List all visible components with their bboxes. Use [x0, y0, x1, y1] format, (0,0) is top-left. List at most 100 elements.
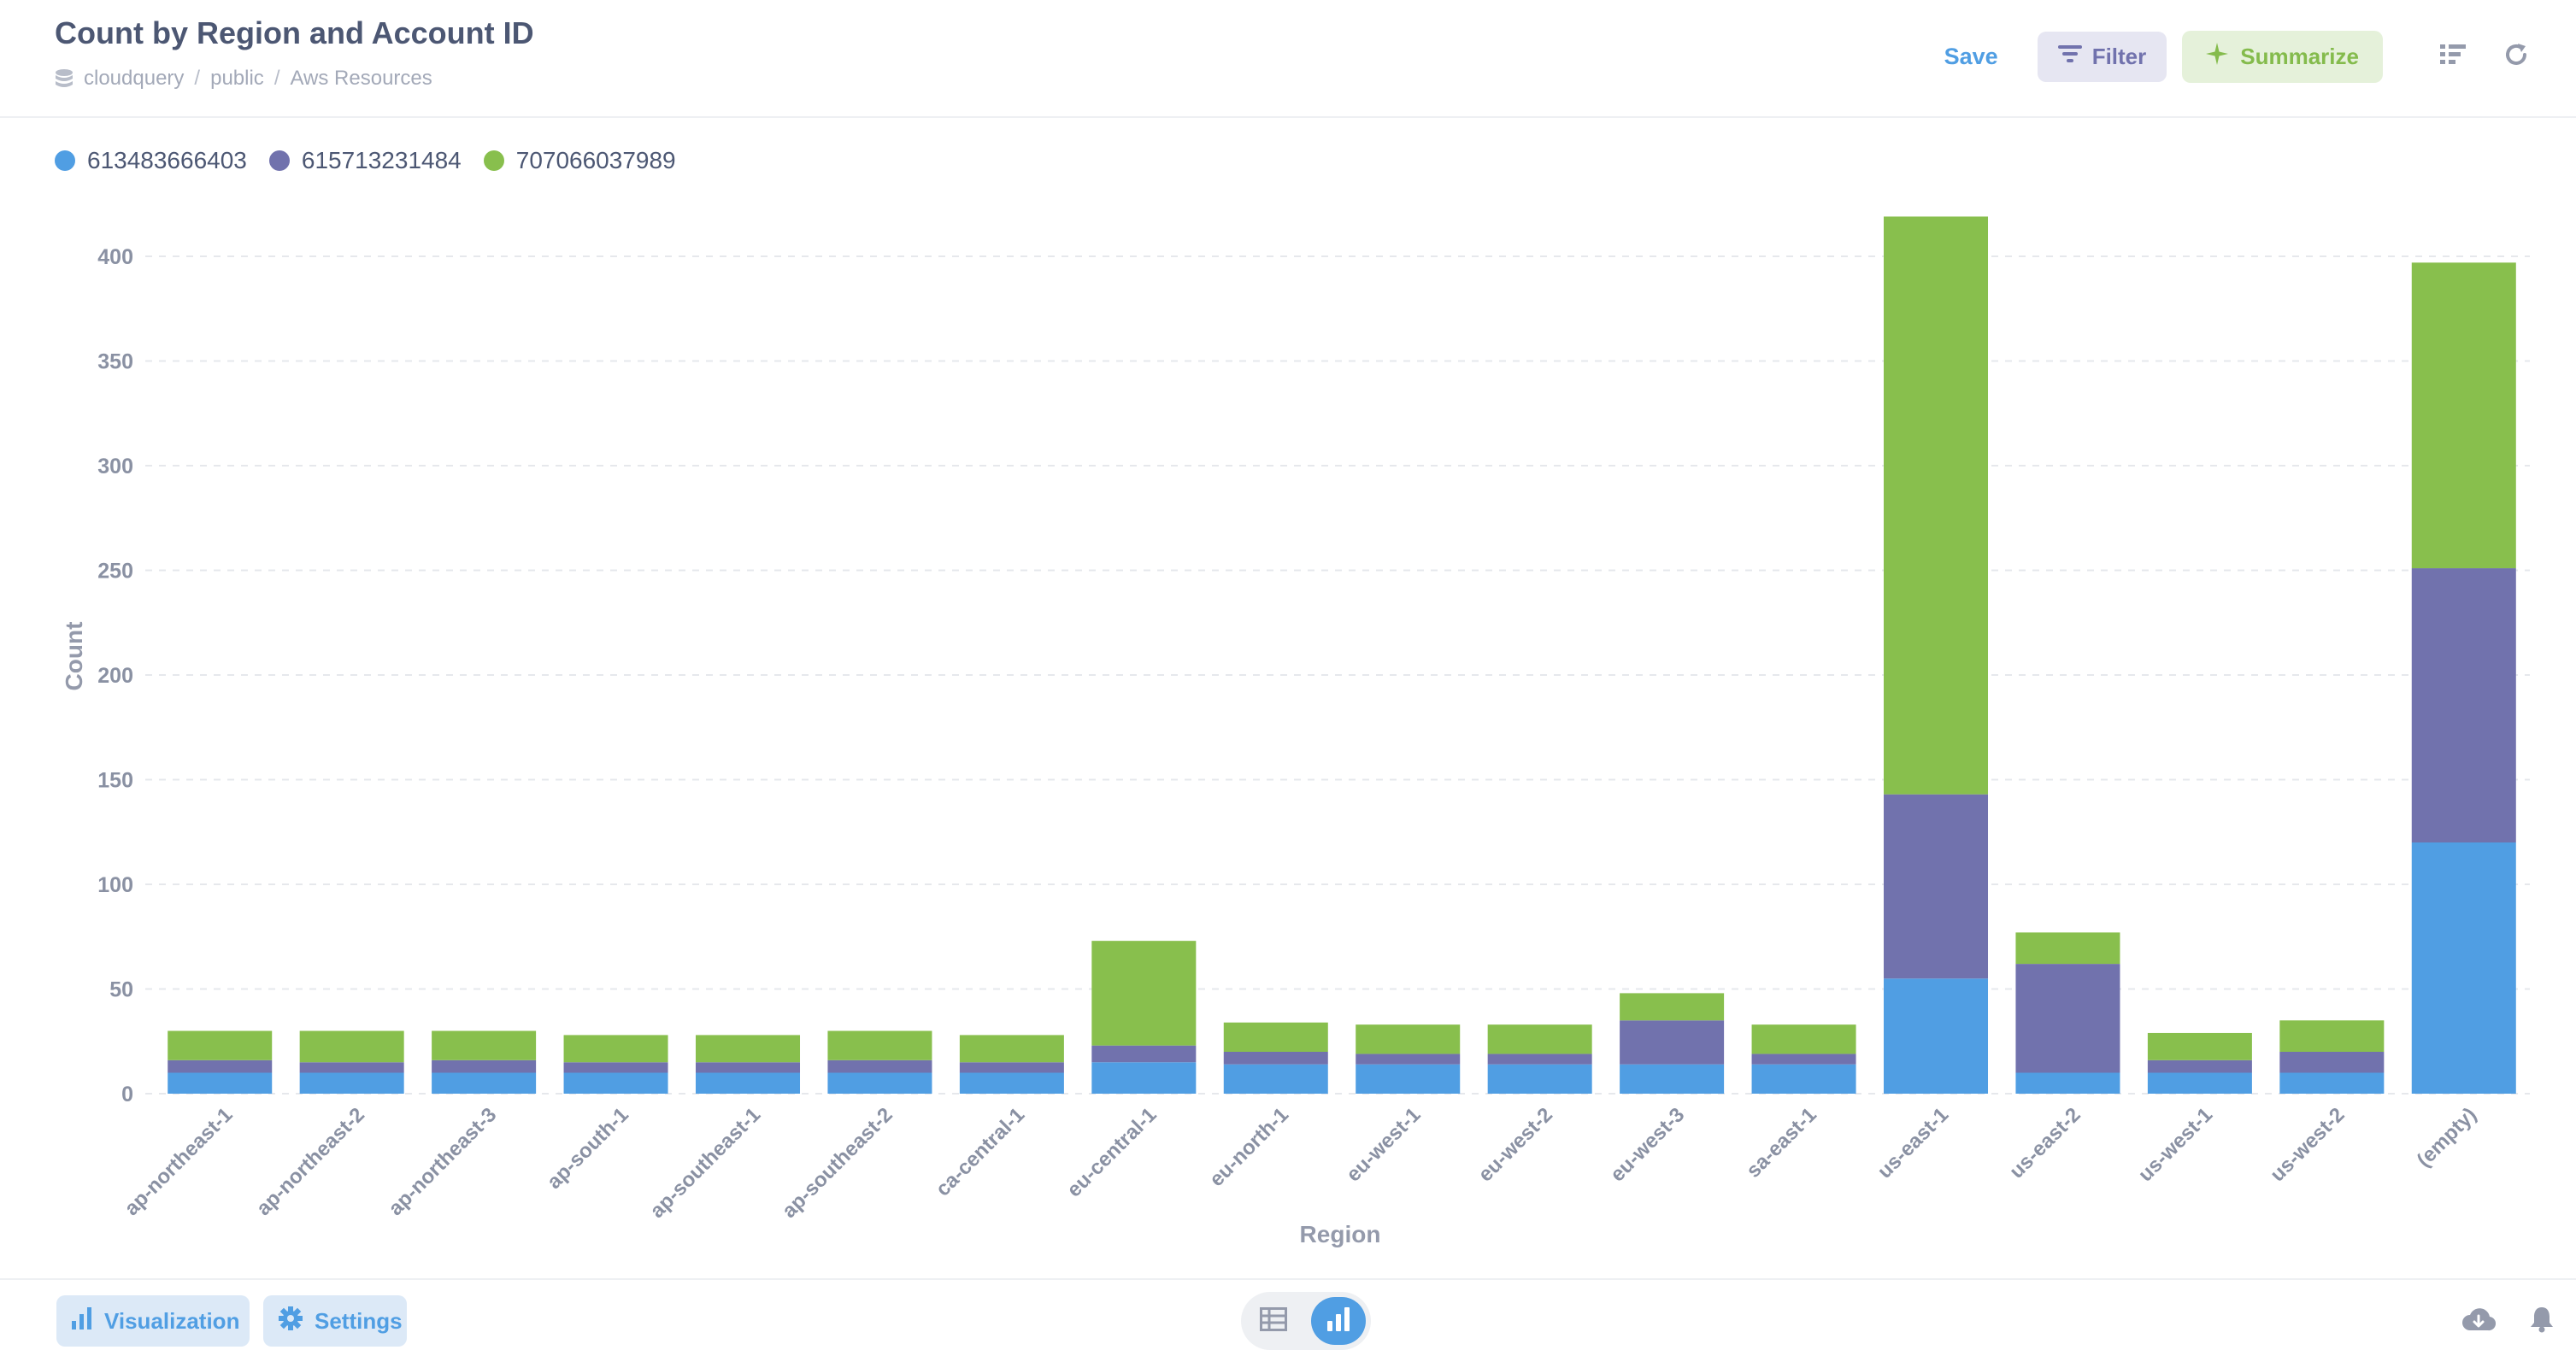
visualization-label: Visualization: [104, 1307, 240, 1334]
bar-segment[interactable]: [432, 1030, 537, 1060]
bar-segment[interactable]: [2147, 1059, 2252, 1073]
bar-segment[interactable]: [1091, 1062, 1197, 1094]
bar-segment[interactable]: [299, 1062, 404, 1073]
table-view-toggle[interactable]: [1246, 1297, 1301, 1345]
legend-dot: [483, 150, 504, 171]
bar-segment[interactable]: [1223, 1022, 1328, 1052]
x-axis-title: Region: [1300, 1221, 1381, 1247]
summarize-button[interactable]: Summarize: [2182, 31, 2383, 83]
bar-segment[interactable]: [2411, 842, 2516, 1094]
bar-segment[interactable]: [1356, 1054, 1461, 1065]
chart-view-toggle[interactable]: [1311, 1297, 1366, 1345]
bar-segment[interactable]: [2015, 932, 2120, 965]
bar-segment[interactable]: [959, 1062, 1064, 1073]
bar-segment[interactable]: [1487, 1054, 1592, 1065]
bar-segment[interactable]: [563, 1035, 668, 1063]
table-icon: [1260, 1306, 1287, 1335]
bar-segment[interactable]: [1487, 1024, 1592, 1054]
bar-segment[interactable]: [1223, 1064, 1328, 1094]
cloud-download-icon: [2461, 1308, 2497, 1335]
bar-segment[interactable]: [827, 1030, 932, 1060]
bar-segment[interactable]: [695, 1072, 801, 1095]
y-tick-label: 150: [97, 769, 133, 793]
bar-segment[interactable]: [1620, 993, 1725, 1021]
bar-segment[interactable]: [1223, 1052, 1328, 1065]
bar-segment[interactable]: [2279, 1020, 2385, 1052]
x-tick-label: eu-west-1: [1342, 1103, 1425, 1186]
legend-item[interactable]: 707066037989: [483, 147, 676, 174]
visualization-button[interactable]: Visualization: [56, 1295, 250, 1347]
bar-segment[interactable]: [432, 1059, 537, 1073]
bar-segment[interactable]: [563, 1062, 668, 1073]
bar-segment[interactable]: [695, 1062, 801, 1073]
notebook-editor-button[interactable]: [2434, 38, 2472, 76]
download-button[interactable]: [2461, 1306, 2497, 1336]
legend-label: 613483666403: [87, 147, 247, 173]
bar-segment[interactable]: [2147, 1072, 2252, 1095]
view-toggle: [1241, 1292, 1371, 1350]
bar-segment[interactable]: [2015, 964, 2120, 1073]
bar-segment[interactable]: [959, 1035, 1064, 1063]
bar-segment[interactable]: [2147, 1032, 2252, 1060]
breadcrumb-database[interactable]: cloudquery: [84, 67, 185, 90]
bar-segment[interactable]: [1091, 1045, 1197, 1063]
y-tick-label: 50: [109, 978, 133, 1002]
bar-segment[interactable]: [1751, 1054, 1856, 1065]
x-tick-label: ap-south-1: [543, 1103, 633, 1194]
alert-button[interactable]: [2530, 1306, 2554, 1337]
legend-item[interactable]: 613483666403: [55, 147, 247, 174]
bar-segment[interactable]: [2411, 262, 2516, 569]
bar-segment[interactable]: [563, 1072, 668, 1095]
bar-segment[interactable]: [168, 1072, 273, 1095]
header-actions: Save Filter Summarize: [1920, 31, 2535, 83]
bar-segment[interactable]: [299, 1072, 404, 1095]
settings-label: Settings: [315, 1307, 403, 1334]
bar-segment[interactable]: [695, 1035, 801, 1063]
refresh-button[interactable]: [2497, 38, 2535, 76]
bar-segment[interactable]: [1751, 1024, 1856, 1054]
breadcrumb: cloudquery / public / Aws Resources: [55, 67, 432, 91]
y-tick-label: 250: [97, 560, 133, 584]
breadcrumb-table[interactable]: Aws Resources: [290, 67, 432, 90]
bar-segment[interactable]: [2279, 1052, 2385, 1073]
bar-chart-icon: [72, 1306, 92, 1335]
footer-actions: [2461, 1306, 2554, 1337]
breadcrumb-schema[interactable]: public: [210, 67, 264, 90]
bar-segment[interactable]: [2411, 568, 2516, 842]
bell-icon: [2530, 1307, 2554, 1336]
bar-segment[interactable]: [168, 1030, 273, 1060]
bar-segment[interactable]: [1091, 941, 1197, 1046]
y-tick-label: 350: [97, 350, 133, 374]
bar-segment[interactable]: [1356, 1064, 1461, 1094]
bar-segment[interactable]: [1883, 978, 1989, 1094]
legend-label: 707066037989: [515, 147, 676, 173]
summarize-label: Summarize: [2240, 44, 2359, 69]
bar-segment[interactable]: [299, 1030, 404, 1063]
x-tick-label: us-west-1: [2134, 1103, 2217, 1186]
save-button[interactable]: Save: [1944, 44, 1998, 69]
bar-segment[interactable]: [2279, 1072, 2385, 1095]
bar-segment[interactable]: [1883, 216, 1989, 795]
bar-segment[interactable]: [1620, 1064, 1725, 1094]
settings-button[interactable]: Settings: [263, 1295, 407, 1347]
bar-segment[interactable]: [1487, 1064, 1592, 1094]
bar-segment[interactable]: [432, 1072, 537, 1095]
bar-segment[interactable]: [1620, 1020, 1725, 1065]
bar-segment[interactable]: [2015, 1072, 2120, 1095]
bar-segment[interactable]: [168, 1059, 273, 1073]
legend-item[interactable]: 615713231484: [268, 147, 462, 174]
bar-segment[interactable]: [827, 1072, 932, 1095]
database-icon: [55, 68, 74, 89]
x-tick-label: eu-west-3: [1606, 1103, 1689, 1186]
query-header: Count by Region and Account ID cloudquer…: [0, 0, 2576, 118]
filter-button[interactable]: Filter: [2037, 32, 2167, 82]
bar-segment[interactable]: [959, 1072, 1064, 1095]
bar-segment[interactable]: [1883, 794, 1989, 979]
legend-dot: [268, 150, 290, 171]
legend-dot: [55, 150, 75, 171]
y-tick-label: 400: [97, 245, 133, 269]
bar-segment[interactable]: [1356, 1024, 1461, 1054]
bar-segment[interactable]: [827, 1059, 932, 1073]
bar-segment[interactable]: [1751, 1064, 1856, 1094]
x-tick-label: ap-northeast-1: [121, 1103, 238, 1220]
